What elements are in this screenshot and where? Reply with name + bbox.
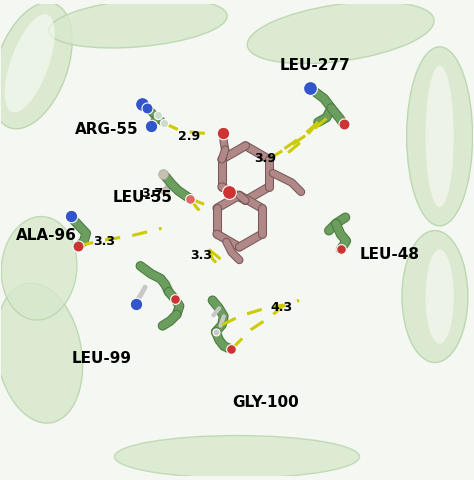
Ellipse shape (402, 230, 468, 362)
Ellipse shape (0, 2, 72, 129)
Ellipse shape (5, 14, 55, 112)
Text: GLY-100: GLY-100 (232, 395, 299, 410)
Ellipse shape (1, 216, 77, 320)
Text: LEU-277: LEU-277 (279, 58, 350, 73)
Ellipse shape (49, 0, 227, 48)
Text: 3.9: 3.9 (254, 153, 276, 166)
Text: 2.9: 2.9 (178, 130, 200, 143)
Ellipse shape (115, 435, 359, 478)
Text: ALA-96: ALA-96 (16, 228, 76, 243)
Ellipse shape (0, 283, 82, 423)
Text: 4.3: 4.3 (271, 301, 293, 314)
Text: 3.7: 3.7 (141, 187, 163, 200)
Text: LEU-99: LEU-99 (72, 351, 132, 366)
Text: LEU-48: LEU-48 (359, 247, 419, 262)
Ellipse shape (407, 47, 473, 226)
Ellipse shape (426, 66, 454, 207)
Text: ARG-55: ARG-55 (74, 122, 138, 137)
Text: 3.3: 3.3 (191, 249, 213, 262)
Ellipse shape (247, 2, 434, 63)
Text: LEU-55: LEU-55 (112, 190, 172, 205)
Text: 3.3: 3.3 (93, 235, 115, 248)
Ellipse shape (426, 250, 454, 344)
